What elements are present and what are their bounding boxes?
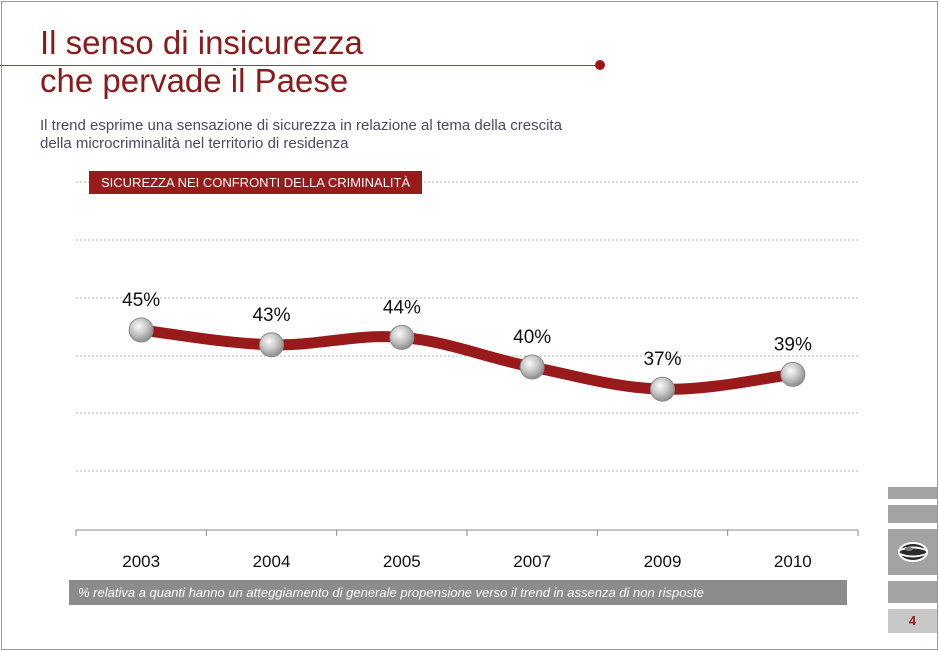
side-tab-3 [888, 581, 937, 603]
chart-title: SICUREZZA NEI CONFRONTI DELLA CRIMINALIT… [89, 171, 423, 194]
x-tick-labels: 2003 2004 2005 2007 2009 2010 [122, 552, 811, 571]
gridlines [76, 181, 858, 472]
data-point-2005 [389, 324, 415, 350]
data-labels: 45% 43% 44% 40% 37% 39% [122, 290, 812, 370]
logo-icon [888, 529, 937, 575]
x-tick-label-2010: 2010 [774, 552, 812, 571]
data-label-2007: 40% [513, 327, 551, 348]
x-tick-label-2005: 2005 [383, 552, 421, 571]
series-path [135, 324, 799, 395]
slide-subtitle: Il trend esprime una sensazione di sicur… [40, 117, 740, 153]
data-label-2003: 45% [122, 290, 160, 311]
x-tick-label-2004: 2004 [253, 552, 291, 571]
data-point-2003 [128, 317, 154, 343]
title-underline [0, 65, 597, 66]
x-tick-label-2003: 2003 [122, 552, 160, 571]
title-underline-dot [595, 60, 605, 70]
data-label-2010: 39% [774, 334, 812, 355]
data-point-2004 [259, 332, 284, 358]
data-label-2004: 43% [252, 305, 290, 326]
x-axis [75, 529, 859, 536]
footnote: % relativa a quanti hanno un atteggiamen… [69, 580, 847, 605]
data-markers [128, 317, 806, 402]
x-tick-label-2007: 2007 [513, 552, 551, 571]
side-tab-1 [888, 487, 937, 499]
subtitle-line-1: Il trend esprime una sensazione di sicur… [40, 117, 562, 134]
data-point-2010 [780, 361, 806, 387]
page-number: 4 [888, 609, 937, 633]
data-point-2009 [650, 376, 675, 402]
title-line-2: che pervade il Paese [40, 62, 349, 99]
title-line-1: Il senso di insicurezza [40, 24, 363, 61]
side-tab-2 [888, 505, 937, 523]
x-tick-label-2009: 2009 [644, 552, 682, 571]
data-label-2009: 37% [643, 349, 681, 370]
subtitle-line-2: della microcriminalità nel territorio di… [40, 135, 349, 152]
data-point-2007 [519, 354, 545, 380]
series-line [135, 324, 799, 395]
slide-title: Il senso di insicurezza che pervade il P… [40, 24, 363, 100]
data-label-2005: 44% [383, 297, 421, 318]
